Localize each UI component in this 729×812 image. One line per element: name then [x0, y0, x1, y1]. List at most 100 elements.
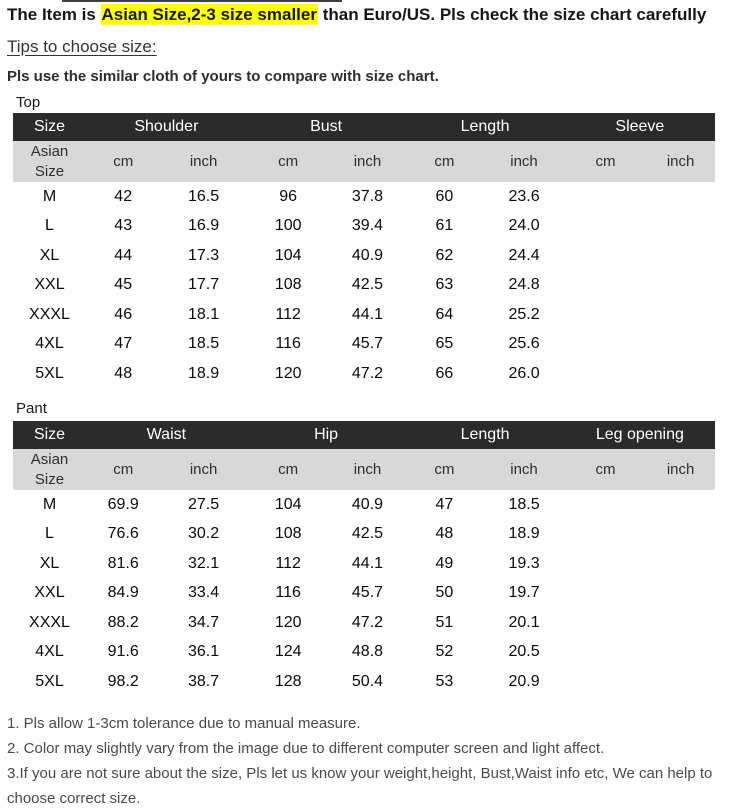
- table-cell: 47: [86, 329, 161, 359]
- size-cell: XL: [13, 241, 86, 271]
- table-cell: [646, 519, 715, 549]
- table-cell: 20.5: [483, 637, 565, 667]
- table-cell: 44: [86, 241, 161, 271]
- table-cell: 108: [246, 519, 330, 549]
- unit-header: inch: [483, 141, 565, 182]
- size-cell: XXXL: [13, 300, 86, 330]
- table-cell: 108: [246, 270, 330, 300]
- size-cell: L: [13, 211, 86, 241]
- table-cell: 25.2: [483, 300, 565, 330]
- table-cell: [564, 182, 647, 212]
- note-line: 3.If you are not sure about the size, Pl…: [7, 765, 713, 807]
- table-row: XXL 45 17.7 108 42.5 63 24.8: [13, 270, 715, 300]
- unit-header: inch: [329, 449, 406, 490]
- column-header-length: Length: [405, 421, 565, 449]
- table-cell: 43: [86, 211, 161, 241]
- size-cell: 4XL: [13, 329, 86, 359]
- size-cell: M: [13, 182, 86, 212]
- table-cell: 84.9: [86, 578, 161, 608]
- table-cell: 47: [405, 490, 484, 520]
- table-cell: 120: [246, 359, 330, 389]
- table-cell: 45.7: [329, 578, 406, 608]
- table-cell: 16.5: [160, 182, 247, 212]
- column-header-hip: Hip: [246, 421, 406, 449]
- table-cell: 61: [405, 211, 484, 241]
- pant-table-label: Pant: [16, 400, 47, 417]
- table-cell: 98.2: [86, 667, 161, 697]
- table-cell: 18.9: [483, 519, 565, 549]
- table-cell: 45: [86, 270, 161, 300]
- table-row: 5XL 48 18.9 120 47.2 66 26.0: [13, 359, 715, 389]
- size-cell: XXL: [13, 578, 86, 608]
- top-edge-artifact: [62, 0, 342, 2]
- table-cell: [564, 667, 647, 697]
- size-cell: XXXL: [13, 608, 86, 638]
- pant-size-table: Size Waist Hip Length Leg opening Asian …: [13, 421, 715, 697]
- column-header-waist: Waist: [86, 421, 247, 449]
- table-cell: 24.4: [483, 241, 565, 271]
- column-header-length: Length: [405, 113, 565, 141]
- unit-header: inch: [646, 449, 715, 490]
- table-cell: [564, 300, 647, 330]
- table-cell: 100: [246, 211, 330, 241]
- unit-header: inch: [160, 449, 247, 490]
- table-cell: 32.1: [160, 549, 247, 579]
- table-cell: 42: [86, 182, 161, 212]
- table-cell: 60: [405, 182, 484, 212]
- table-cell: 50.4: [329, 667, 406, 697]
- table-cell: 37.8: [329, 182, 406, 212]
- table-cell: 34.7: [160, 608, 247, 638]
- asian-size-label: Asian Size: [30, 143, 69, 180]
- column-header-bust: Bust: [246, 113, 406, 141]
- table-cell: 42.5: [329, 270, 406, 300]
- table-row: L 43 16.9 100 39.4 61 24.0: [13, 211, 715, 241]
- note-line: 1. Pls allow 1-3cm tolerance due to manu…: [7, 715, 361, 732]
- table-cell: [646, 490, 715, 520]
- table-row: 4XL 91.6 36.1 124 48.8 52 20.5: [13, 637, 715, 667]
- table-cell: 44.1: [329, 300, 406, 330]
- table-row: L 76.6 30.2 108 42.5 48 18.9: [13, 519, 715, 549]
- unit-header: inch: [160, 141, 247, 182]
- top-table-label: Top: [16, 94, 41, 111]
- table-cell: [564, 211, 647, 241]
- table-cell: [564, 329, 647, 359]
- title-suffix: than Euro/US. Pls check the size chart c…: [317, 5, 707, 24]
- pant-unit-row: Asian Size cm inch cm inch cm inch cm in…: [13, 449, 715, 490]
- table-cell: [564, 549, 647, 579]
- table-cell: 96: [246, 182, 330, 212]
- table-cell: 46: [86, 300, 161, 330]
- unit-header: cm: [246, 141, 330, 182]
- unit-header: inch: [646, 141, 715, 182]
- table-cell: 53: [405, 667, 484, 697]
- table-cell: [564, 608, 647, 638]
- table-row: XL 81.6 32.1 112 44.1 49 19.3: [13, 549, 715, 579]
- tips-heading: Tips to choose size:: [7, 37, 157, 56]
- table-cell: [564, 490, 647, 520]
- table-cell: 104: [246, 490, 330, 520]
- title-highlight: Asian Size,2-3 size smaller: [100, 4, 318, 25]
- table-cell: [564, 270, 647, 300]
- unit-header: cm: [405, 449, 484, 490]
- table-cell: 64: [405, 300, 484, 330]
- unit-header: cm: [246, 449, 330, 490]
- size-cell: 4XL: [13, 637, 86, 667]
- note-line: 2. Color may slightly vary from the imag…: [7, 740, 605, 757]
- unit-header: cm: [564, 449, 647, 490]
- table-cell: 66: [405, 359, 484, 389]
- table-cell: 51: [405, 608, 484, 638]
- table-cell: [646, 549, 715, 579]
- table-row: XXXL 88.2 34.7 120 47.2 51 20.1: [13, 608, 715, 638]
- table-cell: 65: [405, 329, 484, 359]
- size-cell: M: [13, 490, 86, 520]
- top-unit-row: Asian Size cm inch cm inch cm inch cm in…: [13, 141, 715, 182]
- table-cell: 81.6: [86, 549, 161, 579]
- table-cell: 91.6: [86, 637, 161, 667]
- table-cell: [646, 359, 715, 389]
- table-cell: 48: [405, 519, 484, 549]
- table-cell: 47.2: [329, 359, 406, 389]
- unit-header: cm: [564, 141, 647, 182]
- table-cell: [646, 300, 715, 330]
- unit-header-asian-size: Asian Size: [13, 449, 86, 490]
- table-cell: 42.5: [329, 519, 406, 549]
